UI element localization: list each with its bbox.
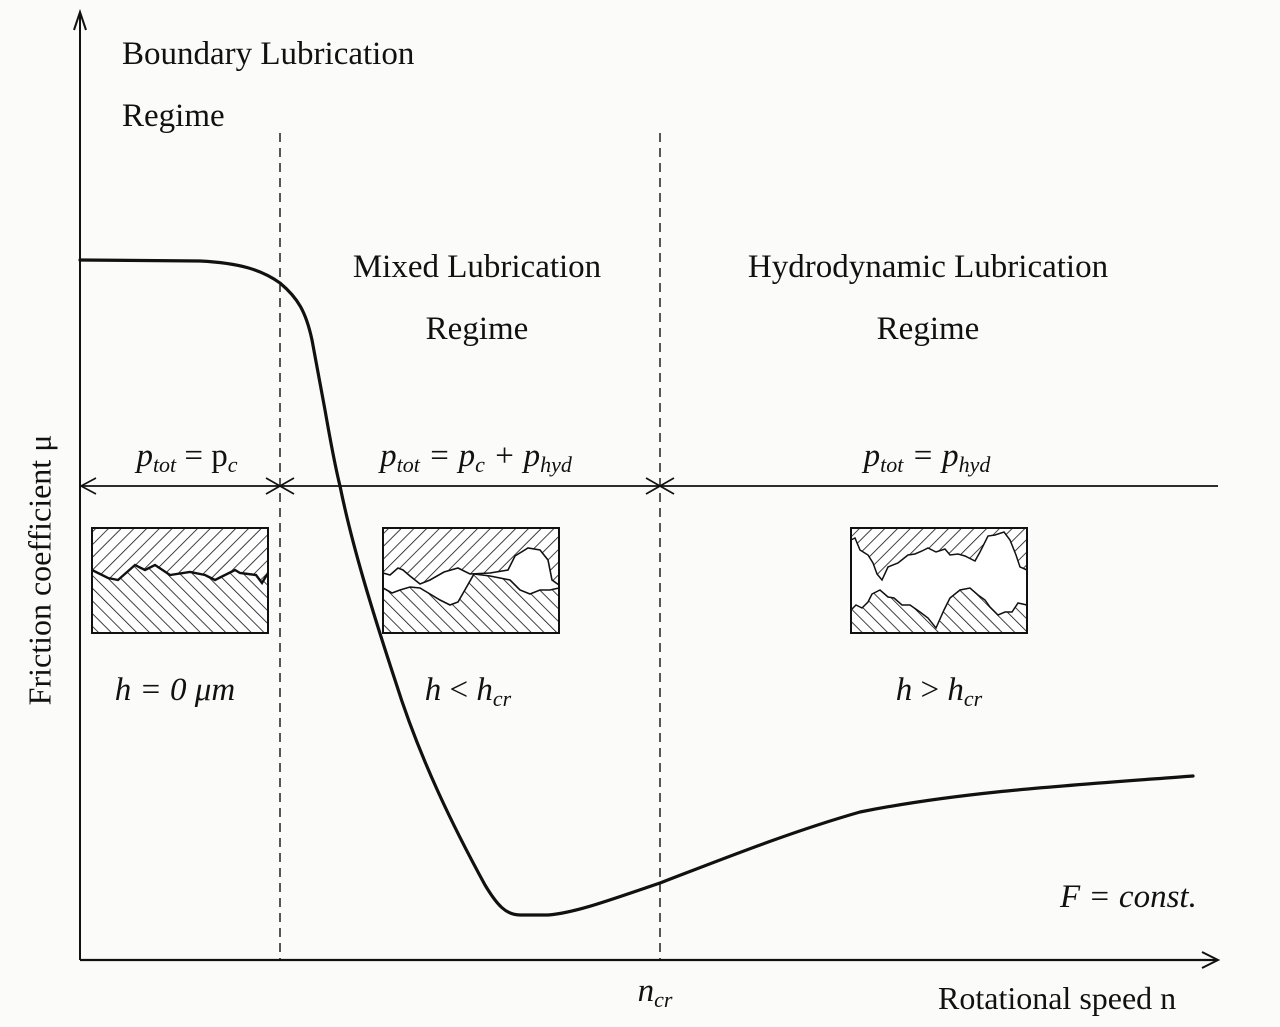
constant-load-note: F = const. bbox=[1060, 879, 1197, 915]
mixed-regime-title: Mixed Lubrication bbox=[352, 249, 602, 285]
cross-marker-icon bbox=[265, 477, 295, 495]
hydrodynamic-film-thickness: h > hcr bbox=[895, 672, 983, 711]
boundary-pressure-equation: ptot = pc bbox=[136, 438, 238, 477]
hydrodynamic-regime-subtitle: Regime bbox=[876, 311, 980, 347]
y-axis-arrow-icon bbox=[73, 8, 87, 31]
boundary-regime-subtitle: Regime bbox=[122, 98, 225, 134]
y-axis bbox=[73, 8, 87, 960]
critical-speed-label: ncr bbox=[637, 973, 673, 1012]
boundary-regime-title: Boundary Lubrication bbox=[122, 36, 415, 72]
hydrodynamic-contact-sketch bbox=[850, 527, 1028, 634]
cross-marker-icon bbox=[645, 477, 675, 495]
x-axis-label: Rotational speed n bbox=[938, 980, 1177, 1016]
x-axis bbox=[80, 951, 1221, 969]
stribeck-curve bbox=[78, 258, 1195, 917]
boundary-film-thickness: h = 0 μm bbox=[114, 672, 236, 708]
y-axis-label: Friction coefficient μ bbox=[21, 434, 58, 706]
left-arrow-icon bbox=[79, 477, 97, 495]
boundary-contact-sketch bbox=[91, 527, 270, 634]
pressure-dimension-line bbox=[79, 477, 1218, 495]
hydrodynamic-regime-title: Hydrodynamic Lubrication bbox=[747, 249, 1109, 285]
mixed-contact-sketch bbox=[382, 527, 560, 634]
hydrodynamic-pressure-equation: ptot = phyd bbox=[863, 438, 991, 477]
mixed-pressure-equation: ptot = pc + phyd bbox=[380, 438, 572, 477]
mixed-regime-subtitle: Regime bbox=[425, 311, 529, 347]
mixed-film-thickness: h < hcr bbox=[424, 672, 512, 711]
x-axis-arrow-icon bbox=[1201, 951, 1221, 969]
